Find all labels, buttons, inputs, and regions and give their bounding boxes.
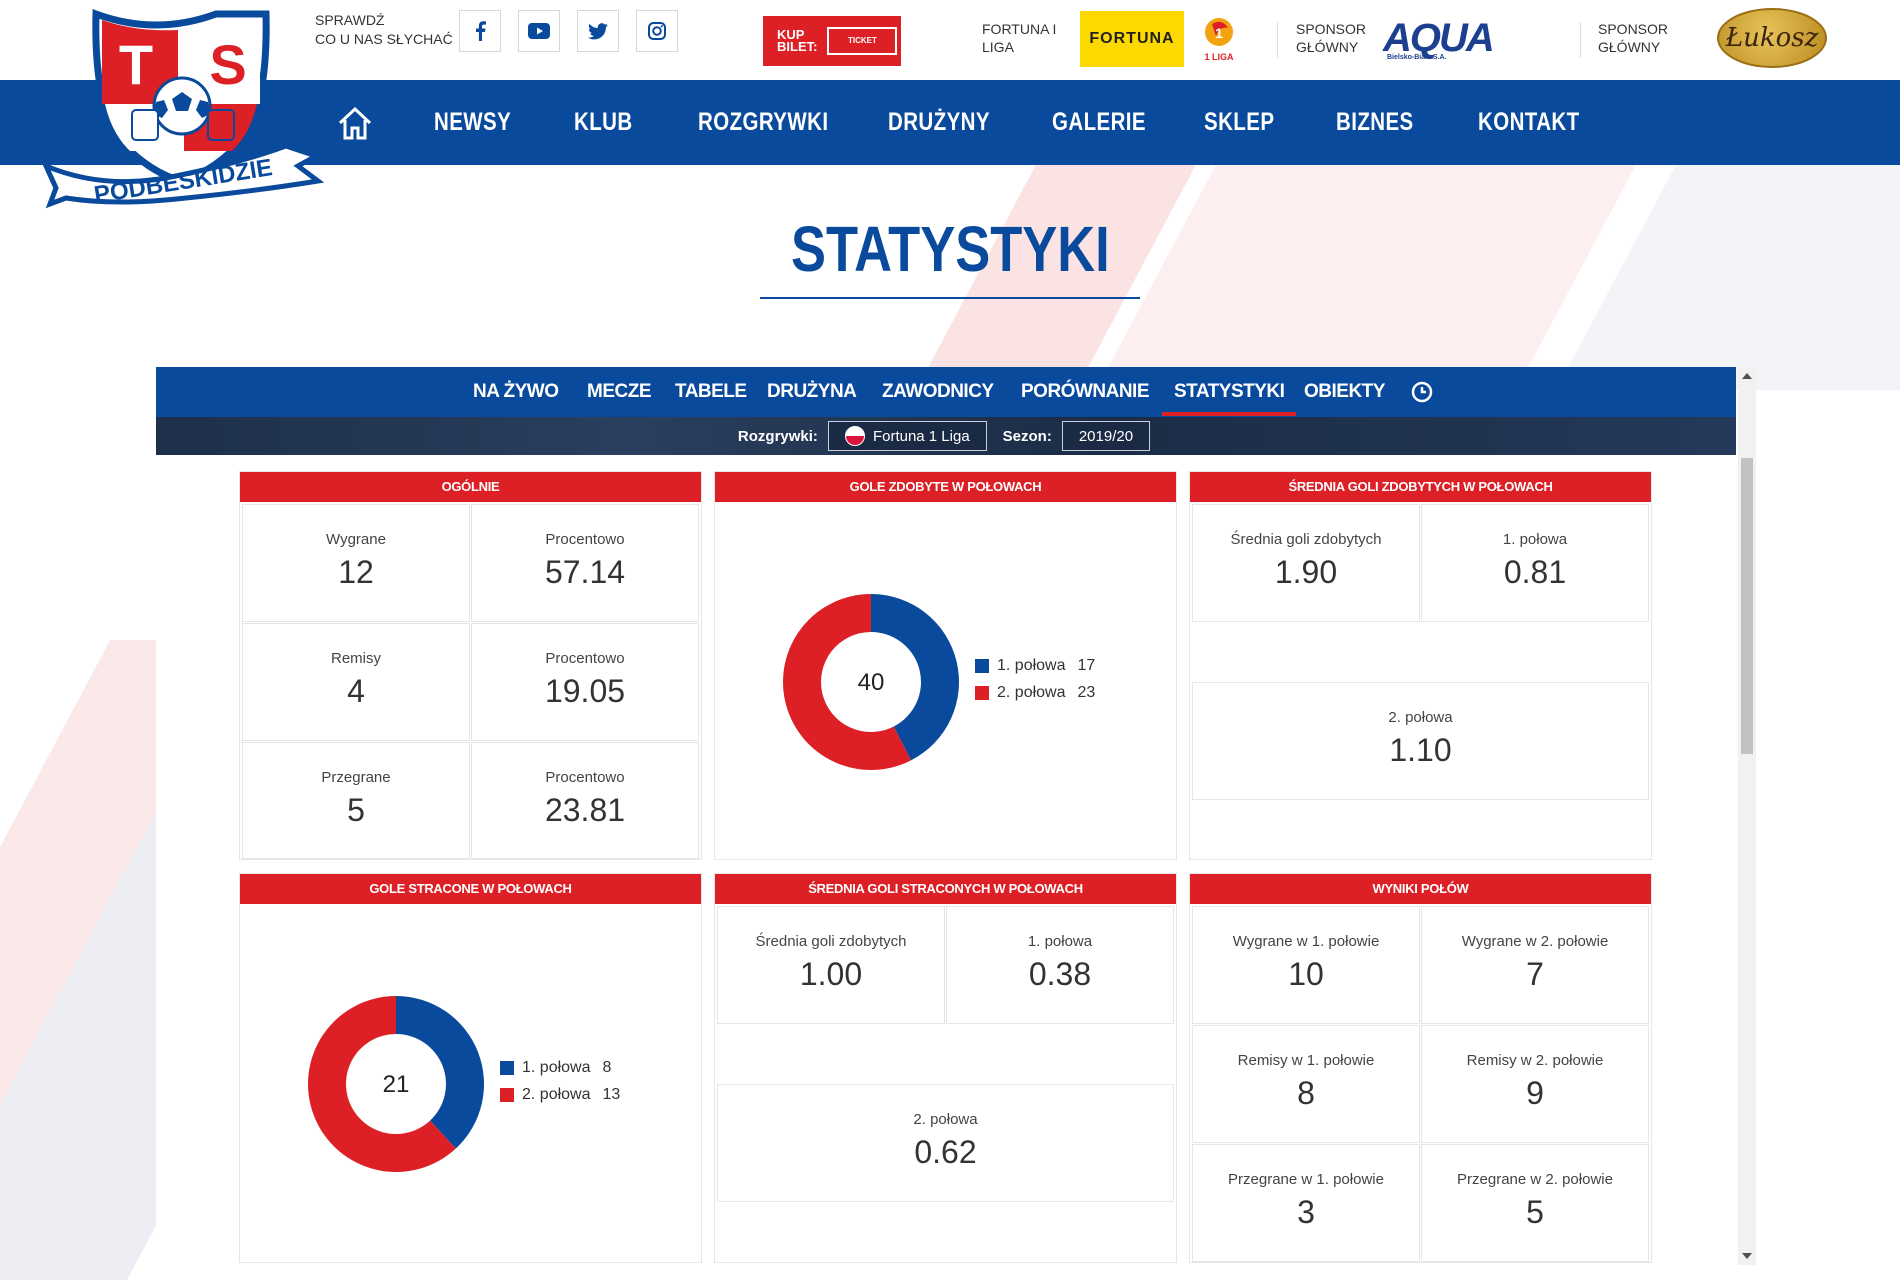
svg-text:1: 1 — [1215, 25, 1223, 41]
nav-item-sklep[interactable]: SKLEP — [1204, 108, 1275, 136]
donut-total: 40 — [857, 669, 885, 696]
sponsor-label-fortuna: FORTUNA I LIGA — [982, 21, 1057, 55]
stat-cell: Średnia goli zdobytych 1.00 — [717, 906, 945, 1024]
lukosz-logo[interactable]: Łukosz — [1717, 8, 1827, 68]
stats-content: OGÓLNIE Wygrane 12 Procentowo 57.14 Remisy… — [156, 455, 1736, 1281]
filter-bar: Rozgrywki: Fortuna 1 Liga Sezon: 2019/20 — [156, 417, 1736, 455]
svg-text:1 LIGA: 1 LIGA — [1204, 52, 1234, 62]
aqua-logo[interactable]: AQUA Bielsko-Biała S.A. — [1383, 16, 1495, 61]
club-logo[interactable]: T S PODBESKIDZIE — [36, 6, 326, 221]
nav-item-druzyny[interactable]: DRUŻYNY — [888, 108, 990, 136]
season-label: Sezon: — [1002, 427, 1052, 445]
legend-item: 1. połowa 8 — [500, 1054, 620, 1081]
nav-item-galerie[interactable]: GALERIE — [1052, 108, 1146, 136]
stat-cell: Procentowo 19.05 — [471, 623, 699, 741]
sponsor-label-lukosz: SPONSOR GŁÓWNY — [1598, 21, 1669, 55]
ticket-icon: TICKET — [827, 27, 898, 55]
stat-cell: Remisy 4 — [242, 623, 470, 741]
stat-cell: Przegrane 5 — [242, 742, 470, 859]
svg-text:T: T — [119, 33, 153, 96]
stat-cell: Przegrane w 2. połowie 5 — [1421, 1144, 1649, 1262]
panel-title: GOLE STRACONE W POŁOWACH — [240, 874, 701, 904]
stat-cell: Przegrane w 1. połowie 3 — [1192, 1144, 1420, 1262]
scrollbar[interactable] — [1738, 367, 1756, 1265]
donut-slice-1[interactable] — [871, 594, 959, 761]
facebook-icon[interactable] — [459, 10, 501, 52]
page-title: STATYSTYKI — [790, 213, 1110, 285]
fortuna-logo[interactable]: FORTUNA — [1080, 11, 1184, 67]
panel-goals-scored: GOLE ZDOBYTE W POŁOWACH 40 1. połowa 17 2… — [714, 471, 1177, 860]
active-tab-indicator — [1162, 412, 1296, 416]
stat-cell: 1. połowa 0.81 — [1421, 504, 1649, 622]
panel-title: WYNIKI POŁÓW — [1190, 874, 1651, 904]
panel-avg-scored: ŚREDNIA GOLI ZDOBYTYCH W POŁOWACH Średni… — [1189, 471, 1652, 860]
stat-cell: Średnia goli zdobytych 1.90 — [1192, 504, 1420, 622]
nav-item-kontakt[interactable]: KONTAKT — [1478, 108, 1580, 136]
tab-tabele[interactable]: TABELE — [675, 381, 747, 402]
panel-half-results: WYNIKI POŁÓW Wygrane w 1. połowie 10 Wygr… — [1189, 873, 1652, 1263]
season-select[interactable]: 2019/20 — [1061, 421, 1151, 451]
scroll-up-arrow-icon[interactable] — [1742, 373, 1752, 379]
legend-item: 2. połowa 23 — [975, 679, 1095, 706]
tab-porownanie[interactable]: PORÓWNANIE — [1021, 381, 1150, 402]
goals-scored-donut-chart — [783, 594, 959, 770]
tab-mecze[interactable]: MECZE — [587, 381, 652, 402]
sponsor-label-aqua: SPONSOR GŁÓWNY — [1296, 21, 1367, 55]
panel-title: OGÓLNIE — [240, 472, 701, 502]
first-league-logo: 1 1 LIGA — [1200, 16, 1238, 62]
nav-item-rozgrywki[interactable]: ROZGRYWKI — [698, 108, 829, 136]
stat-cell: Wygrane 12 — [242, 504, 470, 622]
twitter-icon[interactable] — [577, 10, 619, 52]
stat-cell: Procentowo 57.14 — [471, 504, 699, 622]
nav-item-newsy[interactable]: NEWSY — [434, 108, 512, 136]
youtube-icon[interactable] — [518, 10, 560, 52]
home-icon[interactable] — [336, 104, 374, 147]
panel-title: GOLE ZDOBYTE W POŁOWACH — [715, 472, 1176, 502]
stat-cell: 1. połowa 0.38 — [946, 906, 1174, 1024]
stat-cell: Remisy w 2. połowie 9 — [1421, 1025, 1649, 1143]
donut-slice-1[interactable] — [396, 996, 484, 1149]
stat-cell: 2. połowa 0.62 — [717, 1084, 1174, 1202]
panel-goals-conceded: GOLE STRACONE W POŁOWACH 21 1. połowa 8 2… — [239, 873, 702, 1263]
social-label: SPRAWDŹ CO U NAS SŁYCHAĆ — [315, 12, 453, 47]
stat-cell: 2. połowa 1.10 — [1192, 682, 1649, 800]
stat-cell: Wygrane w 2. połowie 7 — [1421, 906, 1649, 1024]
stats-subnav: NA ŻYWO MECZE TABELE DRUŻYNA ZAWODNICY P… — [156, 367, 1736, 417]
buy-ticket-button[interactable]: KUP BILET: TICKET — [763, 16, 901, 66]
scrollbar-thumb[interactable] — [1741, 458, 1753, 754]
tab-zawodnicy[interactable]: ZAWODNICY — [882, 381, 994, 402]
competition-label: Rozgrywki: — [737, 427, 818, 445]
panel-title: ŚREDNIA GOLI STRACONYCH W POŁOWACH — [715, 874, 1176, 904]
scroll-down-arrow-icon[interactable] — [1742, 1253, 1752, 1259]
instagram-icon[interactable] — [636, 10, 678, 52]
legend-item: 2. połowa 13 — [500, 1081, 620, 1108]
panel-title: ŚREDNIA GOLI ZDOBYTYCH W POŁOWACH — [1190, 472, 1651, 502]
clock-icon[interactable] — [1411, 381, 1433, 408]
svg-text:S: S — [209, 33, 246, 96]
legend-item: 1. połowa 17 — [975, 652, 1095, 679]
nav-item-klub[interactable]: KLUB — [574, 108, 633, 136]
tab-druzyna[interactable]: DRUŻYNA — [767, 381, 857, 402]
stat-cell: Procentowo 23.81 — [471, 742, 699, 859]
panel-avg-conceded: ŚREDNIA GOLI STRACONYCH W POŁOWACH Średn… — [714, 873, 1177, 1263]
poland-flag-icon — [844, 426, 865, 446]
chart-legend: 1. połowa 17 2. połowa 23 — [975, 652, 1095, 706]
donut-total: 21 — [382, 1071, 410, 1098]
title-underline — [760, 297, 1140, 299]
donut-slice-2[interactable] — [783, 594, 911, 770]
nav-item-biznes[interactable]: BIZNES — [1336, 108, 1414, 136]
top-bar: SPRAWDŹ CO U NAS SŁYCHAĆ KUP BILET: TICKE… — [0, 0, 1900, 80]
panel-overall: OGÓLNIE Wygrane 12 Procentowo 57.14 Remisy… — [239, 471, 702, 860]
tab-obiekty[interactable]: OBIEKTY — [1304, 381, 1385, 402]
competition-select[interactable]: Fortuna 1 Liga — [827, 421, 987, 451]
stat-cell: Wygrane w 1. połowie 10 — [1192, 906, 1420, 1024]
tab-na-zywo[interactable]: NA ŻYWO — [473, 381, 559, 402]
stat-cell: Remisy w 1. połowie 8 — [1192, 1025, 1420, 1143]
chart-legend: 1. połowa 8 2. połowa 13 — [500, 1054, 620, 1108]
tab-statystyki[interactable]: STATYSTYKI — [1174, 381, 1285, 402]
stats-widget: NA ŻYWO MECZE TABELE DRUŻYNA ZAWODNICY P… — [156, 367, 1756, 1281]
